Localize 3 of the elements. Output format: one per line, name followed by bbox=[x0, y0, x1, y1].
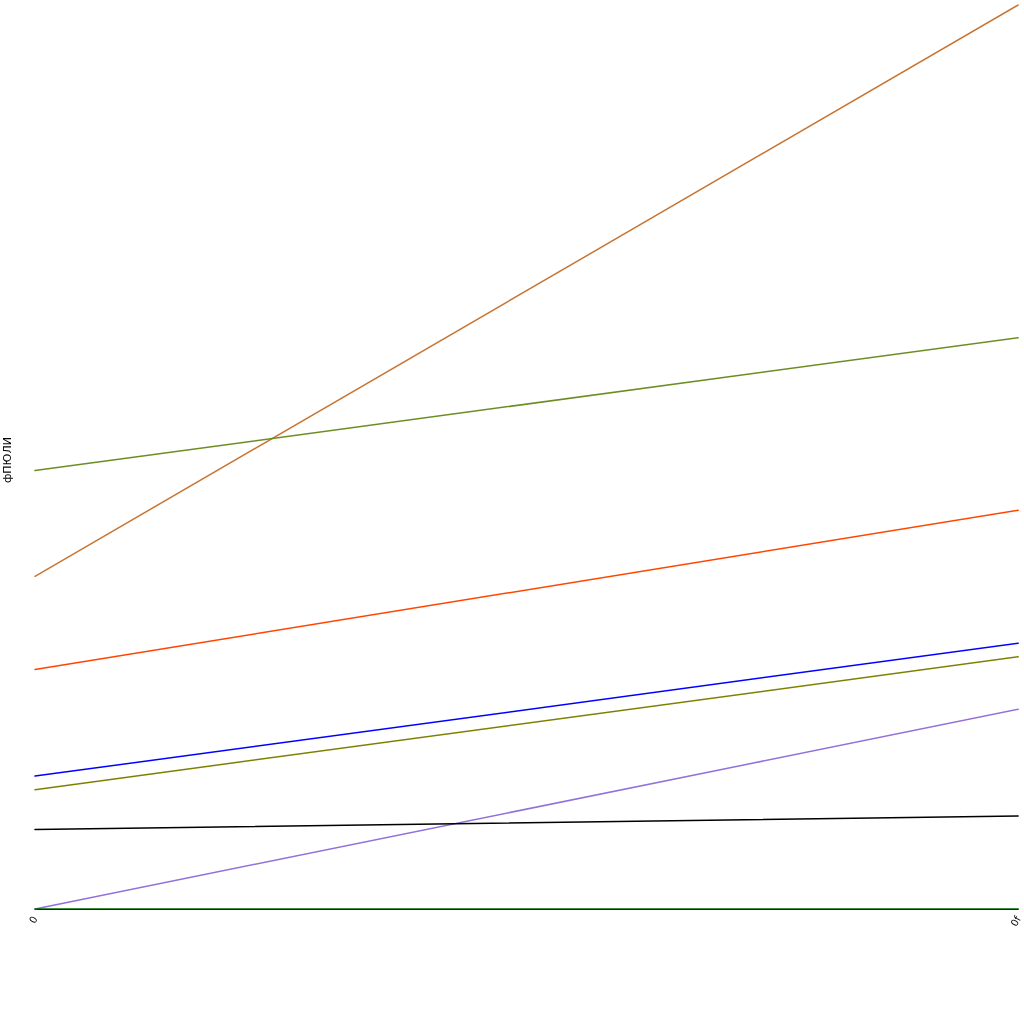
x-tick-label: 0 bbox=[27, 914, 40, 926]
y-axis-title: фПЮЛИ bbox=[1, 436, 14, 484]
x-tick-label: 0f bbox=[1008, 913, 1024, 929]
